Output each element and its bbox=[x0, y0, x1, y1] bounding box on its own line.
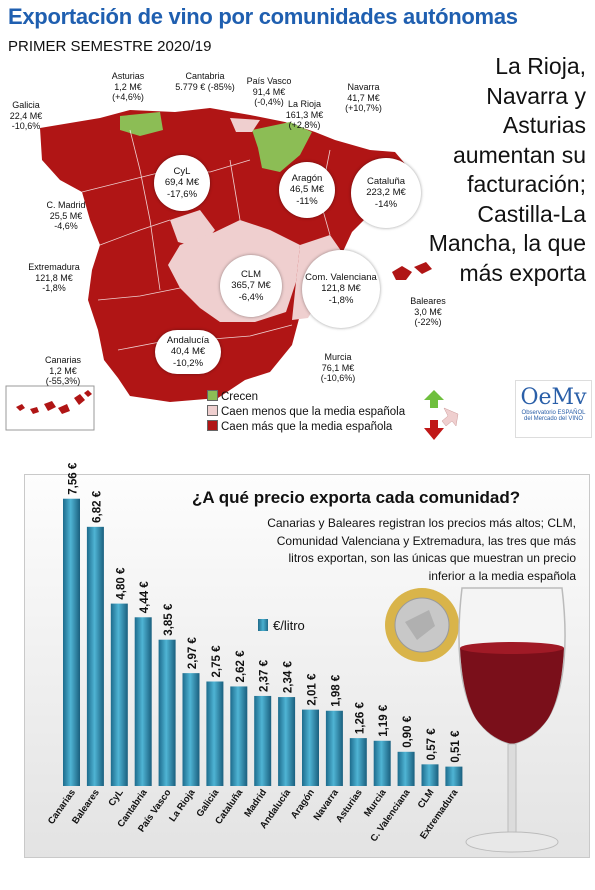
label-baleares: Baleares 3,0 M€ (-22%) bbox=[410, 296, 446, 327]
data-label-clm: 0,57 € bbox=[426, 728, 438, 761]
bar-la-rioja bbox=[182, 673, 200, 786]
chart-legend: €/litro bbox=[258, 618, 305, 633]
label-navarra: Navarra 41,7 M€ (+10,7%) bbox=[345, 82, 382, 113]
data-label-la-rioja: 2,97 € bbox=[187, 637, 199, 670]
oemv-logo: OeMv Observatorio ESPAÑOL del Mercado de… bbox=[515, 380, 592, 438]
chart-title: ¿A qué precio exporta cada comunidad? bbox=[192, 488, 521, 507]
bar-pais-vasco bbox=[158, 639, 176, 786]
data-label-canarias: 7,56 € bbox=[68, 462, 80, 495]
euro-coin-illustration bbox=[385, 588, 459, 662]
badge-aragon: Aragón 46,5 M€ -11% bbox=[279, 162, 335, 218]
category-label-clm: CLM bbox=[416, 787, 437, 810]
label-asturias: Asturias 1,2 M€ (+4,6%) bbox=[111, 71, 145, 102]
page-subtitle: PRIMER SEMESTRE 2020/19 bbox=[8, 38, 212, 55]
data-label-baleares: 6,82 € bbox=[91, 490, 103, 523]
bar-canarias bbox=[63, 498, 80, 786]
data-label-madrid: 2,37 € bbox=[259, 659, 271, 692]
legend-item-crecen: Crecen bbox=[207, 390, 405, 405]
badge-clm: CLM 365,7 M€ -6,4% bbox=[220, 255, 282, 317]
label-pais-vasco: País Vasco 91,4 M€ (-0,4%) bbox=[246, 76, 292, 107]
baleares-shape bbox=[392, 266, 412, 280]
label-galicia: Galicia 22,4 M€ -10,6% bbox=[9, 100, 43, 131]
data-label-asturias: 1,26 € bbox=[354, 702, 366, 735]
data-label-c-valenciana: 0,90 € bbox=[402, 715, 414, 748]
label-madrid: C. Madrid 25,5 M€ -4,6% bbox=[46, 200, 86, 231]
data-label-andalucia: 2,34 € bbox=[283, 661, 295, 694]
bar-aragon bbox=[302, 709, 319, 786]
data-label-extremadura: 0,51 € bbox=[450, 730, 462, 763]
bar-clm bbox=[421, 764, 439, 786]
label-cantabria: Cantabria 5.779 € (-85%) bbox=[175, 71, 235, 92]
label-canarias: Canarias 1,2 M€ (-55,3%) bbox=[44, 355, 82, 386]
logo-line2: del Mercado del VINO bbox=[523, 416, 584, 422]
badge-valenciana: Com. Valenciana 121,8 M€ -1,8% bbox=[302, 250, 380, 328]
data-label-galicia: 2,75 € bbox=[211, 645, 223, 678]
headline: La Rioja, Navarra y Asturias aumentan su… bbox=[428, 53, 586, 286]
bar-andalucia bbox=[278, 697, 296, 786]
category-label-cyl: CyL bbox=[106, 787, 125, 808]
bar-navarra bbox=[325, 710, 343, 786]
legend-label: €/litro bbox=[273, 618, 305, 633]
arrow-diagonal-icon bbox=[441, 407, 459, 427]
legend-swatch bbox=[258, 619, 268, 631]
badge-andalucia: Andalucía 40,4 M€ -10,2% bbox=[155, 330, 221, 374]
bar-galicia bbox=[206, 681, 224, 786]
data-label-cantabria: 4,44 € bbox=[139, 581, 151, 614]
bar-extremadura bbox=[445, 766, 463, 786]
legend-item-caen-mas: Caen más que la media española bbox=[207, 420, 405, 435]
bar-cataluna bbox=[230, 686, 248, 786]
arrow-down-icon bbox=[424, 420, 444, 440]
legend-item-caen-menos: Caen menos que la media española bbox=[207, 405, 405, 420]
pais-vasco-shape bbox=[230, 118, 260, 132]
logo-mark: OeMv bbox=[520, 385, 587, 410]
logo-line1: Observatorio ESPAÑOL bbox=[521, 410, 586, 416]
data-label-murcia: 1,19 € bbox=[378, 704, 390, 737]
legend-arrows bbox=[424, 390, 459, 440]
bar-c-valenciana bbox=[397, 751, 415, 786]
bar-murcia bbox=[373, 740, 391, 786]
bar-cantabria bbox=[134, 617, 152, 786]
bar-baleares bbox=[86, 526, 104, 786]
badge-cataluna: Cataluña 223,2 M€ -14% bbox=[351, 158, 421, 228]
label-murcia: Murcia 76,1 M€ (-10,6%) bbox=[320, 352, 356, 383]
data-label-cataluna: 2,62 € bbox=[235, 650, 247, 683]
data-label-pais-vasco: 3,85 € bbox=[163, 603, 175, 636]
bar-asturias bbox=[349, 738, 367, 786]
bar-cyl bbox=[110, 603, 128, 786]
page-title: Exportación de vino por comunidades autó… bbox=[8, 4, 518, 29]
data-label-navarra: 1,98 € bbox=[330, 674, 342, 707]
wine-glass-illustration bbox=[458, 587, 566, 853]
asturias-shape bbox=[120, 112, 163, 136]
label-la-rioja: La Rioja 161,3 M€ (+2,8%) bbox=[285, 99, 324, 130]
arrow-up-icon bbox=[424, 390, 444, 408]
data-label-cyl: 4,80 € bbox=[115, 567, 127, 600]
map-legend: Crecen Caen menos que la media española … bbox=[207, 390, 405, 435]
data-label-aragon: 2,01 € bbox=[307, 673, 319, 706]
chart-description: Canarias y Baleares registran los precio… bbox=[267, 516, 576, 583]
label-extremadura: Extremadura 121,8 M€ -1,8% bbox=[28, 262, 80, 293]
category-label-la-rioja: La Rioja bbox=[167, 787, 198, 824]
badge-cyl: CyL 69,4 M€ -17,6% bbox=[154, 155, 210, 211]
bar-madrid bbox=[254, 695, 272, 786]
rioja-navarra-shape bbox=[252, 122, 312, 172]
